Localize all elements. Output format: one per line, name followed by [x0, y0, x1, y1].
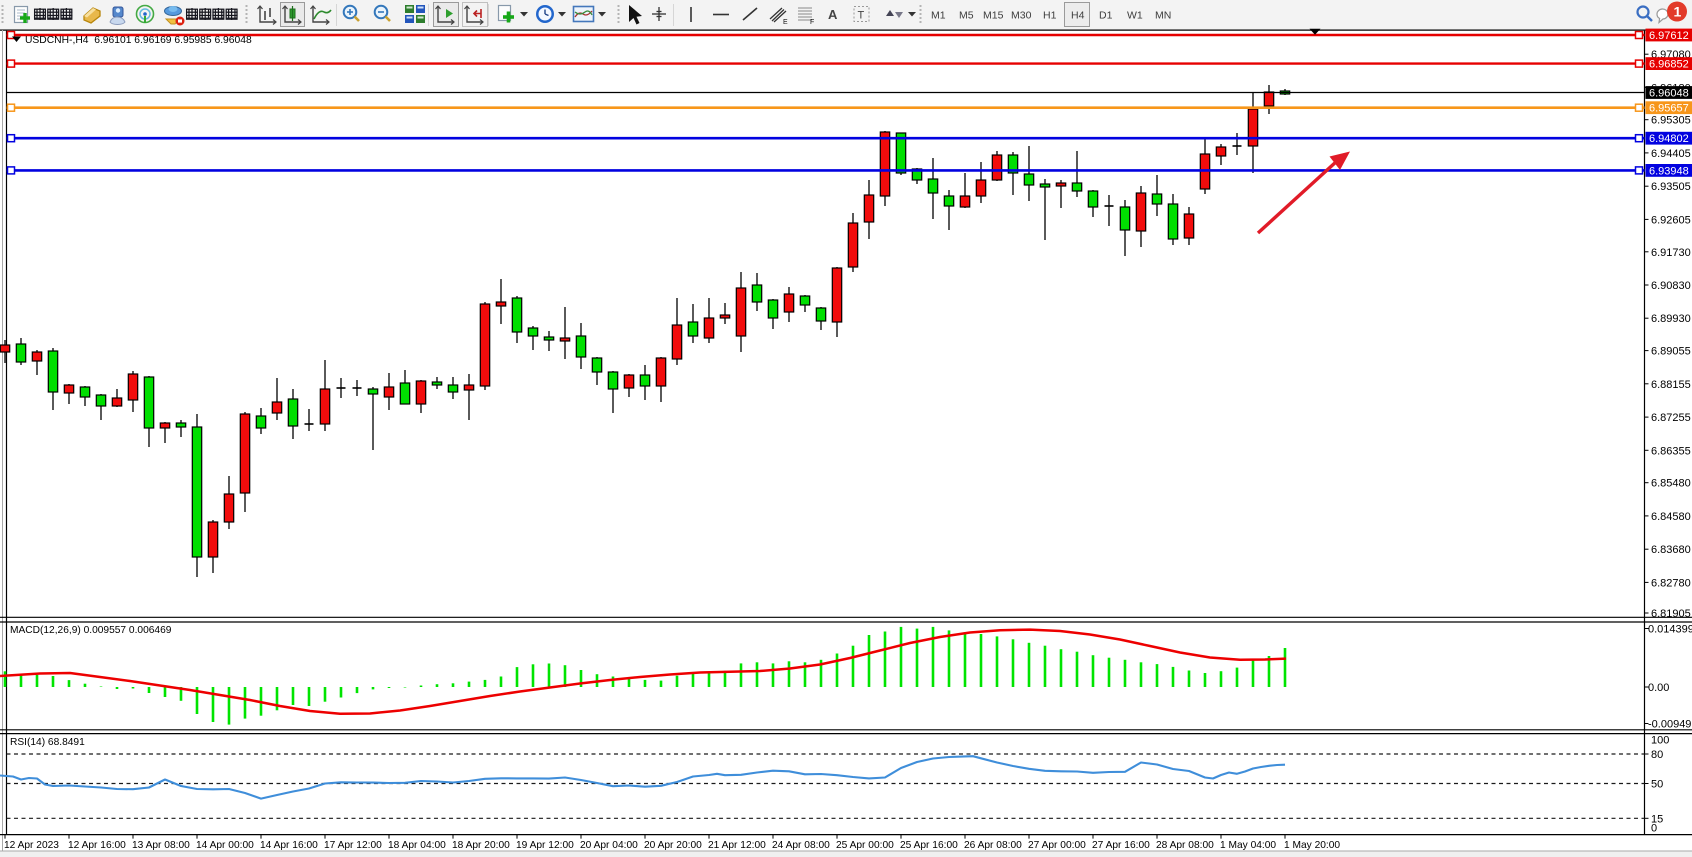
svg-text:6.93948: 6.93948 [1649, 165, 1689, 177]
svg-text:25 Apr 00:00: 25 Apr 00:00 [836, 840, 894, 851]
svg-text:6.92605: 6.92605 [1651, 214, 1691, 226]
svg-text:14 Apr 00:00: 14 Apr 00:00 [196, 840, 254, 851]
svg-text:M1: M1 [931, 10, 946, 22]
svg-text:0.014399: 0.014399 [1648, 624, 1692, 636]
svg-text:0: 0 [1651, 823, 1657, 835]
svg-text:6.89055: 6.89055 [1651, 346, 1691, 358]
svg-text:15: 15 [1651, 813, 1663, 825]
svg-text:18 Apr 04:00: 18 Apr 04:00 [388, 840, 446, 851]
svg-text:100: 100 [1651, 735, 1669, 747]
svg-text:F: F [810, 19, 814, 26]
svg-text:USDCNH-,H4 6.96101 6.96169 6.: USDCNH-,H4 6.96101 6.96169 6.95985 6.960… [25, 35, 252, 46]
svg-text:6.94405: 6.94405 [1651, 148, 1691, 160]
svg-text:6.91730: 6.91730 [1651, 247, 1691, 259]
svg-text:A: A [828, 7, 838, 22]
svg-text:6.86355: 6.86355 [1651, 445, 1691, 457]
svg-text:27 Apr 00:00: 27 Apr 00:00 [1028, 840, 1086, 851]
svg-text:20 Apr 20:00: 20 Apr 20:00 [644, 840, 702, 851]
svg-text:26 Apr 08:00: 26 Apr 08:00 [964, 840, 1022, 851]
svg-text:25 Apr 16:00: 25 Apr 16:00 [900, 840, 958, 851]
svg-text:6.84580: 6.84580 [1651, 511, 1691, 523]
svg-text:50: 50 [1651, 779, 1663, 791]
svg-text:6.93505: 6.93505 [1651, 181, 1691, 193]
svg-text:14 Apr 16:00: 14 Apr 16:00 [260, 840, 318, 851]
svg-text:M30: M30 [1011, 10, 1032, 22]
svg-text:6.85480: 6.85480 [1651, 478, 1691, 490]
svg-text:W1: W1 [1127, 10, 1143, 22]
svg-text:MACD(12,26,9) 0.009557 0.00646: MACD(12,26,9) 0.009557 0.006469 [10, 625, 172, 636]
svg-text:0.00: 0.00 [1648, 682, 1669, 694]
svg-text:6.90830: 6.90830 [1651, 280, 1691, 292]
svg-text:28 Apr 08:00: 28 Apr 08:00 [1156, 840, 1214, 851]
svg-text:6.96852: 6.96852 [1649, 59, 1689, 71]
svg-text:1 May 04:00: 1 May 04:00 [1220, 840, 1276, 851]
svg-text:1: 1 [1674, 4, 1682, 20]
svg-text:6.97612: 6.97612 [1649, 30, 1689, 42]
svg-text:D1: D1 [1099, 10, 1113, 22]
svg-text:MN: MN [1155, 10, 1171, 22]
svg-text:20 Apr 04:00: 20 Apr 04:00 [580, 840, 638, 851]
svg-text:6.89930: 6.89930 [1651, 313, 1691, 325]
svg-text:12 Apr 16:00: 12 Apr 16:00 [68, 840, 126, 851]
svg-text:18 Apr 20:00: 18 Apr 20:00 [452, 840, 510, 851]
svg-text:13 Apr 08:00: 13 Apr 08:00 [132, 840, 190, 851]
svg-text:M5: M5 [959, 10, 974, 22]
svg-text:19 Apr 12:00: 19 Apr 12:00 [516, 840, 574, 851]
svg-text:24 Apr 08:00: 24 Apr 08:00 [772, 840, 830, 851]
svg-text:6.83680: 6.83680 [1651, 544, 1691, 556]
svg-text:M15: M15 [983, 10, 1004, 22]
svg-text:6.95657: 6.95657 [1649, 103, 1689, 115]
svg-text:1 May 20:00: 1 May 20:00 [1284, 840, 1340, 851]
svg-text:21 Apr 12:00: 21 Apr 12:00 [708, 840, 766, 851]
svg-text:RSI(14) 68.8491: RSI(14) 68.8491 [10, 737, 85, 748]
svg-text:6.88155: 6.88155 [1651, 379, 1691, 391]
svg-text:17 Apr 12:00: 17 Apr 12:00 [324, 840, 382, 851]
svg-text:T: T [858, 10, 865, 22]
svg-text:6.95305: 6.95305 [1651, 115, 1691, 127]
svg-text:6.94802: 6.94802 [1649, 133, 1689, 145]
svg-text:80: 80 [1651, 749, 1663, 761]
svg-text:27 Apr 16:00: 27 Apr 16:00 [1092, 840, 1150, 851]
svg-text:H4: H4 [1071, 10, 1085, 22]
svg-text:6.81905: 6.81905 [1651, 608, 1691, 620]
svg-text:6.82780: 6.82780 [1651, 577, 1691, 589]
svg-text:12 Apr 2023: 12 Apr 2023 [4, 840, 59, 851]
svg-text:6.87255: 6.87255 [1651, 412, 1691, 424]
svg-text:H1: H1 [1043, 10, 1057, 22]
svg-text:6.96048: 6.96048 [1649, 88, 1689, 100]
svg-text:E: E [783, 19, 788, 26]
